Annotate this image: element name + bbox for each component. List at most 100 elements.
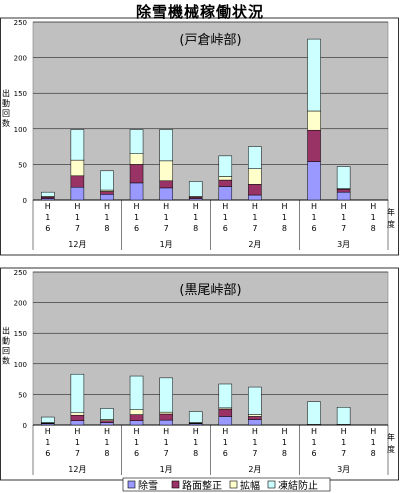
x-tick-label-char: 1 — [223, 213, 228, 222]
bar-segment — [248, 419, 262, 426]
y-tick-label: 50 — [18, 391, 27, 399]
x-tick-label-char: 8 — [193, 224, 198, 233]
x-tick-label-char: H — [134, 427, 140, 436]
x-tick-label-char: H — [163, 202, 169, 211]
x-group-label: 2月 — [248, 240, 261, 249]
bar-segment — [307, 161, 321, 201]
x-tick-label-char: H — [104, 202, 110, 211]
bar-segment — [129, 420, 144, 426]
x-tick-label-char: H — [370, 427, 376, 436]
bar-segment — [100, 194, 114, 201]
bar-segment — [188, 181, 203, 197]
y-tick-label: 0 — [23, 422, 27, 430]
y-axis-label-char: 動 — [2, 99, 10, 108]
x-tick-label-char: 1 — [341, 213, 346, 222]
bar-segment — [307, 129, 321, 162]
x-tick-label-char: 6 — [45, 224, 50, 233]
x-tick-label-char: 8 — [282, 224, 287, 233]
x-axis-label-char: 年 — [387, 432, 395, 442]
x-tick-label-char: 1 — [282, 213, 287, 222]
bar-segment — [307, 38, 321, 112]
y-tick-label: 100 — [14, 126, 27, 134]
y-tick-label: 50 — [18, 161, 27, 169]
bar-segment — [218, 155, 233, 177]
x-tick-label-char: 1 — [223, 438, 228, 447]
x-tick-label-char: 6 — [223, 449, 228, 458]
bar-segment — [336, 191, 351, 201]
bar-segment — [70, 414, 85, 421]
bar-segment — [159, 160, 173, 182]
x-tick-label-char: 8 — [282, 449, 287, 458]
bar-segment — [159, 411, 173, 415]
y-tick-label: 0 — [23, 197, 27, 205]
bar-segment — [159, 180, 173, 189]
y-axis-label-char: 出 — [2, 326, 10, 336]
x-axis-label-char: 度 — [387, 444, 395, 454]
bar-segment — [129, 153, 144, 165]
x-tick-label-char: 1 — [193, 213, 198, 222]
x-tick-label-char: H — [281, 202, 287, 211]
legend-label: 拡幅 — [240, 479, 260, 492]
bar-segment — [70, 420, 85, 426]
bar-segment — [159, 129, 173, 162]
bar-segment — [70, 412, 85, 416]
x-tick-label-char: 8 — [371, 449, 376, 458]
bar-segment — [70, 129, 85, 161]
x-tick-label-char: 8 — [371, 224, 376, 233]
x-tick-label-char: 1 — [341, 438, 346, 447]
x-tick-label-char: 6 — [45, 449, 50, 458]
chart-subtitle: (黒尾峠部) — [179, 283, 241, 298]
x-tick-label-char: 1 — [164, 213, 169, 222]
x-tick-label-char: 8 — [104, 449, 109, 458]
x-axis-label-char: 年 — [387, 207, 395, 217]
plot-area — [32, 271, 389, 426]
bar-segment — [100, 420, 114, 423]
bar-segment — [100, 170, 114, 191]
bar-segment — [218, 176, 233, 181]
x-tick-label-char: H — [281, 427, 287, 436]
x-group-label: 12月 — [68, 465, 86, 474]
legend-label: 除雪 — [138, 479, 158, 492]
bar-segment — [129, 375, 144, 410]
bar-segment — [248, 194, 262, 201]
bar-segment — [159, 419, 173, 426]
legend-label: 凍結防止 — [278, 479, 318, 492]
bar-segment — [307, 110, 321, 131]
y-axis-label-char: 数 — [2, 356, 10, 366]
x-tick-label-char: 1 — [134, 213, 139, 222]
legend-swatch — [267, 480, 276, 489]
bar-segment — [248, 146, 262, 169]
legend-swatch — [229, 480, 238, 489]
x-tick-label-char: 1 — [45, 438, 50, 447]
x-group-label: 2月 — [248, 465, 261, 474]
x-tick-label-char: 1 — [104, 438, 109, 447]
bar-segment — [100, 408, 114, 420]
x-tick-label-char: 7 — [75, 224, 80, 233]
bar-segment — [307, 401, 321, 425]
bar-segment — [336, 407, 351, 425]
x-tick-label-char: H — [134, 202, 140, 211]
y-tick-label: 200 — [14, 55, 27, 63]
bar-segment — [218, 383, 233, 409]
bar-segment — [218, 416, 233, 426]
bar-segment — [70, 373, 85, 414]
legend: 除雪 路面整正 拡幅 凍結防止 — [122, 477, 331, 492]
legend-label: 路面整正 — [182, 479, 222, 492]
bar-segment — [129, 414, 144, 421]
x-tick-label-char: 1 — [193, 438, 198, 447]
y-axis-label-char: 動 — [2, 337, 10, 346]
y-tick-label: 250 — [14, 19, 27, 27]
x-tick-label-char: H — [222, 202, 228, 211]
x-tick-label-char: H — [222, 427, 228, 436]
x-tick-label-char: 7 — [252, 224, 257, 233]
x-tick-label-char: 6 — [134, 449, 139, 458]
x-tick-label-char: 6 — [311, 224, 316, 233]
bar-segment — [248, 184, 262, 196]
legend-swatch — [171, 480, 180, 489]
bar-segment — [129, 182, 144, 201]
x-tick-label-char: 8 — [193, 449, 198, 458]
x-tick-label-char: 6 — [311, 449, 316, 458]
x-tick-label-char: 1 — [45, 213, 50, 222]
x-tick-label-char: 1 — [252, 438, 257, 447]
x-tick-label-char: 8 — [104, 224, 109, 233]
